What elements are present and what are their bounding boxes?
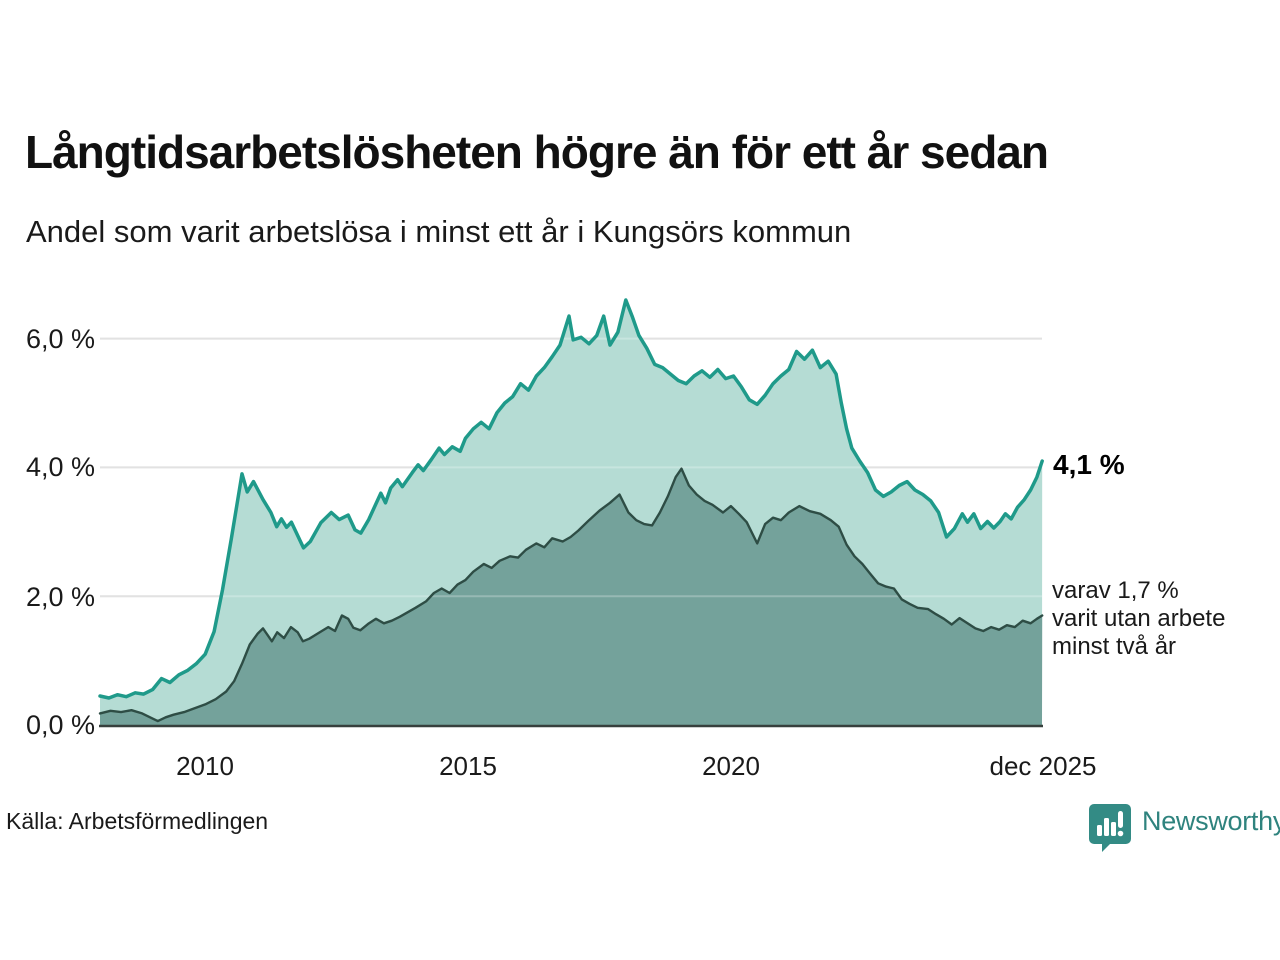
x-axis-label-2020: 2020 (702, 751, 760, 781)
line-series-0 (98, 298, 1044, 700)
x-axis-label-2010: 2010 (176, 751, 234, 781)
y-axis-label-0: 0,0 % (25, 710, 95, 740)
source-text: Källa: Arbetsförmedlingen (6, 808, 269, 834)
latest-value-label: 4,1 % (1053, 449, 1125, 480)
newsworthy-logo-text: Newsworthy (1142, 806, 1280, 836)
line-series-1 (98, 467, 1044, 723)
x-axis-label-2015: 2015 (439, 751, 497, 781)
newsworthy-logo: Newsworthy (1088, 802, 1280, 857)
y-axis-label-4: 4,0 % (25, 452, 95, 482)
newsworthy-bubble-chart-icon (1088, 802, 1132, 857)
x-axis-label-dec-2025: dec 2025 (989, 751, 1097, 781)
y-axis-label-2: 2,0 % (25, 582, 95, 612)
y-axis-label-6: 6,0 % (25, 324, 95, 354)
page-title: Långtidsarbetslösheten högre än för ett … (25, 126, 1049, 178)
area-series-1 (100, 468, 1043, 725)
page-subtitle: Andel som varit arbetslösa i minst ett å… (26, 214, 852, 249)
two-year-value-label: varav 1,7 % varit utan arbete minst två … (1052, 577, 1226, 660)
